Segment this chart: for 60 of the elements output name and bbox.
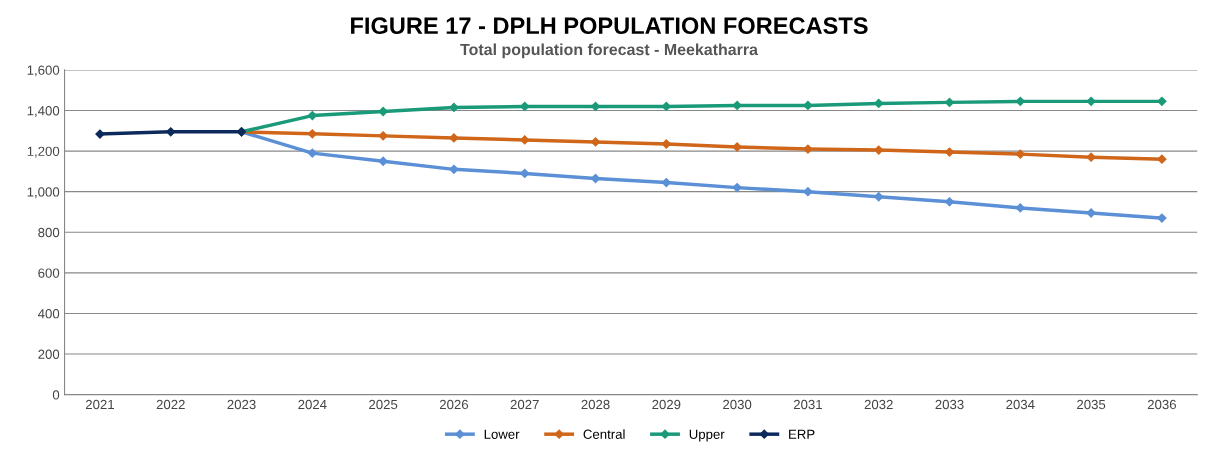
x-tick-label: 2030 (723, 399, 752, 410)
y-tick-label: 0 (52, 390, 60, 400)
point (520, 135, 530, 145)
point (874, 145, 884, 155)
y-tick-label: 200 (38, 349, 60, 359)
point (732, 182, 742, 193)
x-tick-label: 2034 (1006, 399, 1035, 410)
x-tick-label: 2031 (793, 399, 822, 410)
point (1086, 152, 1096, 162)
x-tick-label: 2035 (1077, 399, 1106, 410)
point (803, 144, 813, 154)
y-tick-label: 1,600 (27, 65, 60, 77)
point (874, 192, 884, 202)
point (803, 100, 813, 111)
x-tick-label: 2026 (439, 399, 469, 410)
chart-subtitle: Total population forecast - Meekatharra (460, 43, 759, 59)
legend-label: Upper (689, 429, 725, 442)
x-tick-label: 2036 (1147, 399, 1176, 410)
point (1157, 154, 1167, 164)
point (732, 100, 742, 111)
point (449, 133, 459, 143)
point (1015, 149, 1025, 159)
y-tick-label: 1,200 (27, 146, 60, 158)
point (1157, 213, 1167, 223)
point (1086, 208, 1096, 218)
point (166, 127, 176, 137)
x-tick-label: 2033 (935, 399, 964, 410)
x-tick-label: 2027 (510, 399, 539, 410)
point (732, 142, 742, 152)
point (449, 102, 459, 113)
legend-label: Lower (484, 429, 520, 439)
point (1015, 203, 1025, 213)
y-tick-label: 800 (38, 227, 60, 238)
y-tick-label: 600 (38, 268, 60, 278)
x-tick-label: 2022 (156, 399, 185, 410)
point (1015, 96, 1025, 106)
point (378, 156, 388, 166)
y-tick-label: 400 (37, 309, 60, 319)
legend-label: Central (583, 429, 625, 439)
x-tick-label: 2021 (85, 399, 114, 410)
chart-title: FIGURE 17 - DPLH POPULATION FORECASTS (351, 17, 868, 35)
y-tick-label: 1,400 (27, 106, 60, 117)
point (661, 139, 671, 149)
point (1157, 96, 1167, 106)
point (307, 129, 317, 139)
point (378, 106, 388, 117)
x-tick-label: 2032 (864, 399, 893, 410)
x-tick-label: 2023 (227, 399, 256, 410)
point (307, 110, 317, 121)
x-tick-label: 2029 (652, 399, 681, 410)
x-tick-label: 2028 (581, 399, 610, 410)
legend-label: ERP (789, 429, 815, 439)
x-tick-label: 2024 (298, 399, 327, 410)
point (449, 164, 459, 174)
point (1086, 96, 1096, 106)
point (378, 131, 388, 141)
x-tick-label: 2025 (369, 399, 398, 410)
point (803, 187, 813, 197)
y-tick-label: 1,000 (27, 187, 60, 199)
point (307, 148, 317, 158)
